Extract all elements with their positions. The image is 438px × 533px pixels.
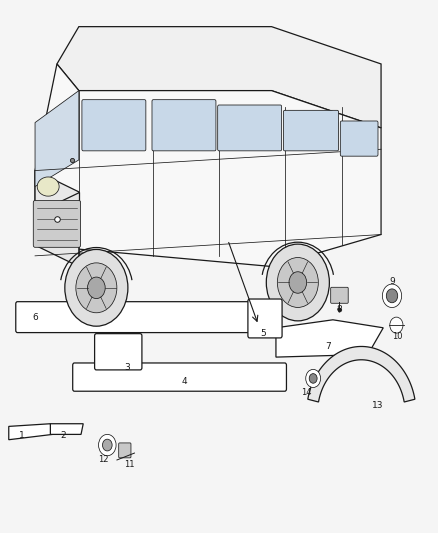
- Circle shape: [76, 263, 117, 313]
- Text: 1: 1: [19, 432, 25, 440]
- Text: 4: 4: [181, 377, 187, 385]
- FancyBboxPatch shape: [152, 100, 216, 151]
- Ellipse shape: [37, 177, 59, 196]
- Circle shape: [390, 317, 403, 333]
- Circle shape: [99, 434, 116, 456]
- Circle shape: [88, 277, 105, 298]
- Circle shape: [306, 369, 321, 387]
- Polygon shape: [35, 171, 79, 266]
- Text: 11: 11: [124, 461, 134, 469]
- Text: 9: 9: [389, 277, 395, 286]
- Polygon shape: [35, 64, 381, 266]
- Circle shape: [309, 374, 317, 383]
- Text: 12: 12: [98, 455, 108, 464]
- FancyBboxPatch shape: [82, 100, 146, 151]
- FancyBboxPatch shape: [331, 287, 348, 303]
- Polygon shape: [35, 192, 79, 245]
- Text: 10: 10: [392, 333, 403, 341]
- Text: 5: 5: [260, 329, 266, 337]
- Text: 13: 13: [372, 401, 383, 409]
- Circle shape: [289, 272, 307, 293]
- Circle shape: [386, 289, 398, 303]
- Text: 14: 14: [301, 389, 312, 397]
- Polygon shape: [57, 27, 381, 128]
- FancyBboxPatch shape: [33, 200, 81, 247]
- Polygon shape: [50, 424, 83, 434]
- Polygon shape: [35, 91, 79, 187]
- Circle shape: [65, 249, 128, 326]
- Polygon shape: [9, 424, 53, 440]
- Circle shape: [266, 244, 329, 321]
- Circle shape: [102, 439, 112, 451]
- FancyBboxPatch shape: [340, 121, 378, 156]
- Text: 8: 8: [336, 305, 343, 313]
- FancyBboxPatch shape: [73, 363, 286, 391]
- Text: 3: 3: [124, 364, 130, 372]
- Text: 2: 2: [61, 432, 66, 440]
- Polygon shape: [276, 320, 383, 357]
- Polygon shape: [308, 346, 415, 402]
- Text: 6: 6: [32, 313, 38, 321]
- FancyBboxPatch shape: [283, 110, 339, 151]
- FancyBboxPatch shape: [16, 302, 265, 333]
- Text: 7: 7: [325, 342, 332, 351]
- FancyBboxPatch shape: [119, 443, 131, 458]
- Circle shape: [277, 257, 318, 308]
- FancyBboxPatch shape: [218, 105, 282, 151]
- Circle shape: [382, 284, 402, 308]
- FancyBboxPatch shape: [248, 299, 282, 338]
- FancyBboxPatch shape: [95, 334, 142, 370]
